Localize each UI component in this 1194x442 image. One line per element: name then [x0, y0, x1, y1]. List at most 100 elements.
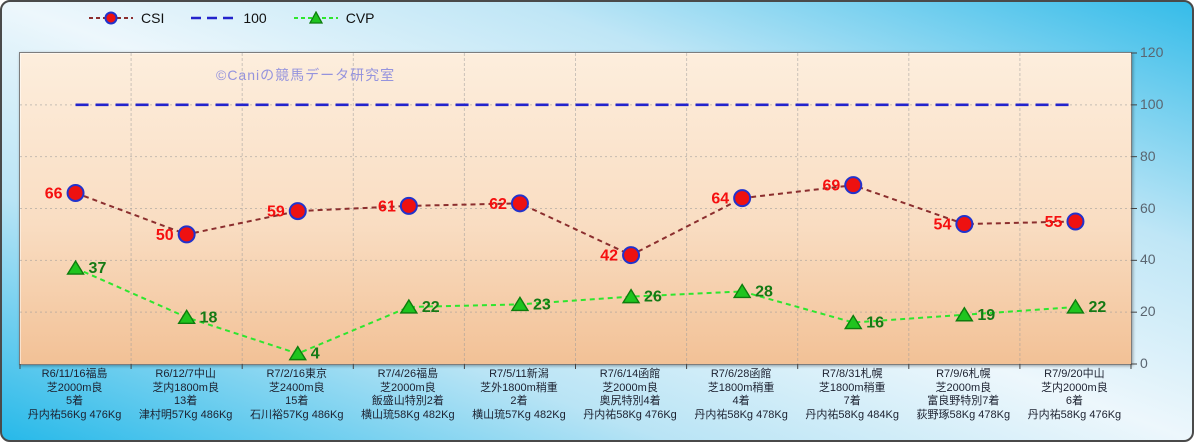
cvp-value-label: 37: [89, 260, 107, 277]
x-axis-label-line: 丹内祐58Kg 476Kg: [1027, 408, 1122, 421]
x-axis-label-line: 石川裕57Kg 486Kg: [249, 408, 344, 421]
csi-value-label: 64: [711, 191, 729, 208]
y-tick-label: 60: [1140, 199, 1156, 216]
csi-value-label: 55: [1045, 214, 1063, 231]
chart-legend: CSI 100 CVP: [88, 10, 375, 26]
x-axis-label-line: 芝2000m良: [935, 381, 992, 394]
x-axis-label: R7/4/26福島 芝2000m良 飯盛山特別2着 横山琉58Kg 482Kg: [352, 368, 463, 422]
ref-line-sample-icon: [191, 16, 236, 20]
cvp-value-label: 26: [644, 289, 662, 306]
x-axis-label-line: 13着: [174, 395, 198, 407]
legend-label-csi: CSI: [141, 10, 165, 26]
csi-value-label: 69: [822, 178, 840, 195]
cvp-value-label: 23: [533, 296, 551, 313]
x-axis-label: R6/12/7中山 芝内1800m良 13着 津村明57Kg 486Kg: [130, 368, 241, 422]
x-axis-label-line: 丹内祐58Kg 484Kg: [805, 408, 899, 421]
cvp-marker: [288, 345, 308, 361]
y-tick-label: 120: [1140, 44, 1164, 60]
csi-marker: [66, 183, 85, 202]
x-axis-label-line: 4着: [732, 395, 750, 407]
cvp-value-label: 16: [866, 315, 884, 332]
cvp-marker: [177, 309, 196, 325]
x-axis-label: R7/8/31札幌 芝1800m稍重 7着 丹内祐58Kg 484Kg: [797, 368, 908, 422]
csi-line: [75, 184, 1076, 257]
cvp-value-label: 22: [1088, 299, 1106, 316]
x-axis-label-line: 富良野特別7着: [927, 395, 1000, 407]
cvp-value-label: 18: [200, 309, 218, 326]
x-axis-label-line: 15着: [285, 395, 309, 407]
x-axis-label-line: 芝2400m良: [268, 381, 325, 394]
x-axis-label-line: R7/5/11新潟: [489, 368, 549, 380]
cvp-marker: [843, 314, 863, 330]
x-axis-label-line: R7/2/16東京: [266, 368, 327, 380]
csi-value-label: 42: [600, 248, 618, 265]
x-axis-label-line: 芝1800m稍重: [818, 381, 886, 394]
x-axis-label-line: R7/8/31札幌: [821, 368, 883, 380]
cvp-marker: [66, 259, 85, 275]
x-axis-label-line: 芝2000m良: [380, 381, 436, 394]
csi-marker: [399, 196, 418, 215]
x-axis-label-line: 芝1800m稍重: [707, 381, 775, 394]
x-axis-label-line: 6着: [1065, 395, 1083, 407]
x-axis-label-line: 丹内祐58Kg 476Kg: [583, 408, 677, 421]
cvp-value-label: 28: [755, 283, 773, 300]
y-tick-label: 20: [1140, 303, 1156, 320]
cvp-value-label: 22: [422, 299, 440, 316]
cvp-marker: [955, 306, 974, 322]
x-axis-label-line: 2着: [510, 395, 528, 407]
csi-marker: [510, 194, 529, 213]
x-axis-label-line: 奥尻特別4着: [599, 395, 661, 407]
x-axis-label-line: R7/9/6札幌: [936, 368, 991, 380]
cvp-marker: [510, 296, 530, 312]
x-axis-label-line: R6/11/16福島: [41, 368, 108, 380]
x-axis-label-line: R7/4/26福島: [377, 368, 439, 380]
x-axis-label-line: 芝内1800m良: [152, 381, 219, 394]
csi-value-label: 61: [378, 198, 396, 215]
x-axis-label-line: 横山琉57Kg 482Kg: [472, 408, 566, 421]
csi-value-label: 54: [934, 217, 952, 234]
x-axis-label: R6/11/16福島 芝2000m良 5着 丹内祐56Kg 476Kg: [19, 368, 130, 422]
csi-marker: [288, 202, 307, 221]
cvp-marker: [399, 298, 419, 314]
x-axis-label-line: 飯盛山特別2着: [371, 395, 444, 407]
cvp-line-sample-icon: [293, 11, 338, 24]
x-axis-label-line: R7/9/20中山: [1044, 368, 1105, 380]
csi-value-label: 50: [156, 227, 174, 244]
x-axis-label-line: 津村明57Kg 486Kg: [138, 408, 233, 421]
x-axis-label-line: R7/6/28函館: [710, 368, 772, 380]
csi-value-label: 59: [267, 204, 285, 221]
x-axis-labels: R6/11/16福島 芝2000m良 5着 丹内祐56Kg 476Kg R6/12/7中…: [19, 368, 1132, 422]
x-axis-label-line: 横山琉58Kg 482Kg: [361, 408, 455, 421]
csi-marker: [1066, 212, 1085, 231]
x-axis-label-line: 荻野琢58Kg 478Kg: [916, 408, 1011, 421]
cvp-marker: [1066, 298, 1085, 314]
csi-marker: [622, 246, 641, 265]
x-axis-label-line: R7/6/14函館: [599, 368, 661, 380]
x-axis-label-line: 7着: [843, 395, 861, 407]
legend-item-cvp: CVP: [293, 10, 375, 26]
csi-value-label: 66: [45, 185, 63, 202]
y-tick-label: 100: [1140, 95, 1164, 112]
x-axis-label: R7/9/6札幌 芝2000m良 富良野特別7着 荻野琢58Kg 478Kg: [908, 368, 1019, 422]
cvp-line: [75, 267, 1076, 355]
x-axis-label-line: 丹内祐56Kg 476Kg: [27, 408, 122, 421]
x-axis-label-line: 5着: [65, 395, 84, 407]
csi-marker: [733, 189, 752, 208]
cvp-marker: [621, 288, 641, 304]
x-axis-label: R7/6/14函館 芝2000m良 奥尻特別4着 丹内祐58Kg 476Kg: [574, 368, 685, 422]
x-axis-label-line: 芝内2000m良: [1041, 381, 1108, 394]
y-tick-label: 80: [1140, 147, 1156, 164]
cvp-marker: [732, 283, 752, 299]
chart-canvas: 37 18 4 22 23 26 28 16 19 22 66 50 59 61 62 42 64 69 54 55: [19, 52, 1137, 369]
legend-item-100: 100: [190, 10, 267, 26]
x-axis-label-line: 芝外1800m稍重: [480, 381, 558, 394]
cvp-value-label: 4: [311, 346, 320, 363]
x-axis-label-line: R6/12/7中山: [155, 368, 216, 380]
plot-area: ©Caniの競馬データ研究室 37 18 4 22 23 26 28 16 19 22 66 50 59…: [19, 52, 1137, 369]
legend-item-csi: CSI: [88, 10, 164, 26]
x-axis-label: R7/9/20中山 芝内2000m良 6着 丹内祐58Kg 476Kg: [1019, 368, 1130, 422]
y-tick-label: 40: [1140, 251, 1156, 268]
x-axis-label: R7/6/28函館 芝1800m稍重 4着 丹内祐58Kg 478Kg: [686, 368, 797, 422]
csi-marker: [844, 176, 863, 195]
